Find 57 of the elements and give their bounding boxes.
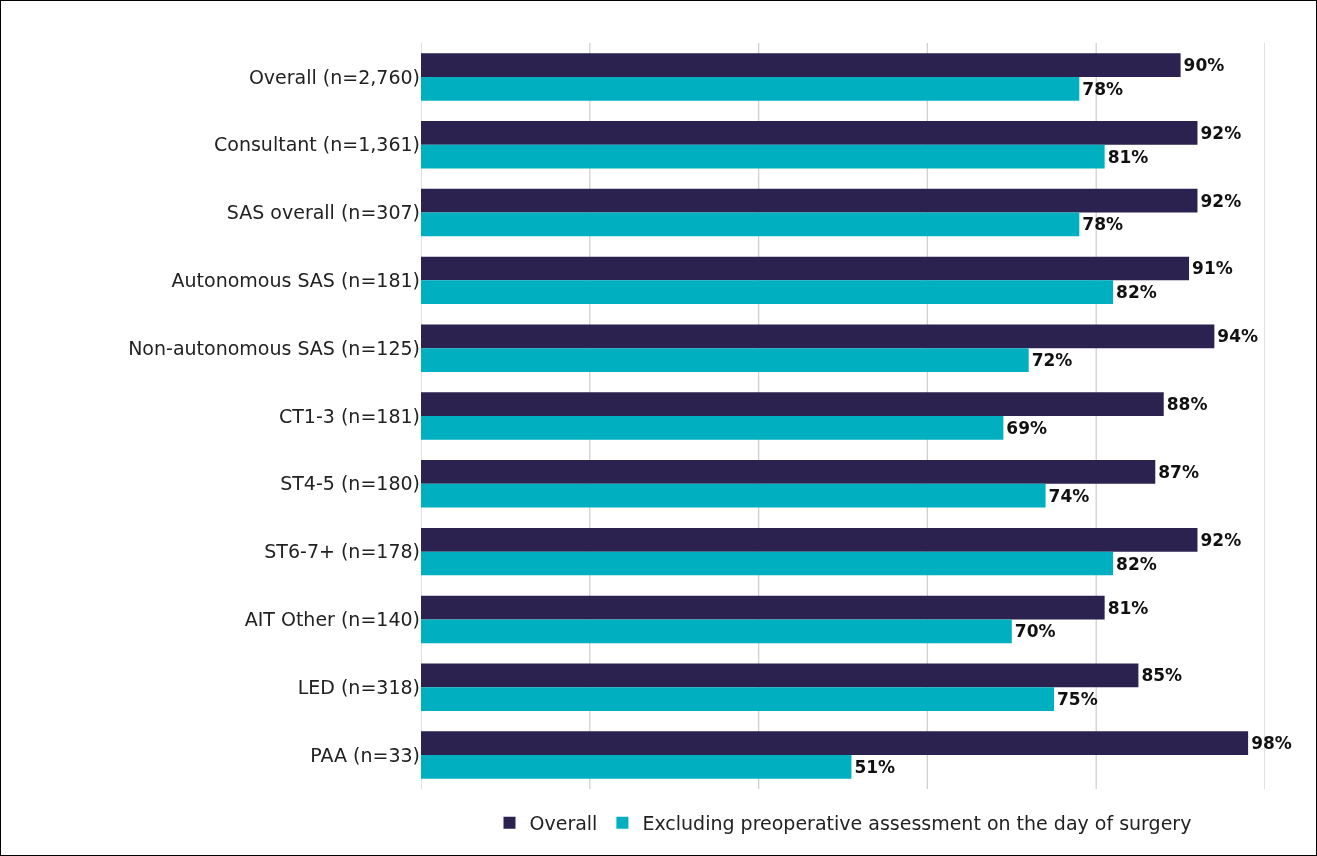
- data-label: 85%: [1141, 665, 1183, 686]
- data-label: 75%: [1057, 689, 1098, 710]
- y-tick-label: SAS overall (n=307): [226, 201, 420, 224]
- bar: [421, 755, 852, 779]
- data-label: 88%: [1166, 394, 1208, 415]
- y-tick-label: AIT Other (n=140): [244, 608, 420, 631]
- data-label: 78%: [1082, 214, 1124, 235]
- bar: [421, 595, 1105, 620]
- data-label: 81%: [1107, 597, 1149, 618]
- data-label: 69%: [1006, 417, 1048, 438]
- data-label: 92%: [1200, 122, 1242, 143]
- data-label: 92%: [1200, 190, 1242, 211]
- y-tick-label: Consultant (n=1,361): [214, 133, 420, 156]
- y-tick-label: Overall (n=2,760): [248, 65, 420, 88]
- bar: [421, 416, 1004, 440]
- bar: [421, 212, 1080, 237]
- data-label: 82%: [1116, 553, 1157, 574]
- data-label: 81%: [1107, 146, 1149, 167]
- bar: [421, 619, 1012, 644]
- bar: [421, 256, 1190, 281]
- bar: [421, 120, 1198, 145]
- y-tick-label: PAA (n=33): [310, 743, 420, 766]
- bar: [421, 731, 1249, 756]
- data-label: 92%: [1200, 529, 1242, 550]
- data-label: 91%: [1192, 258, 1233, 279]
- data-label: 72%: [1031, 350, 1073, 371]
- bar: [421, 280, 1114, 305]
- bar: [421, 551, 1114, 576]
- bar: [421, 483, 1046, 508]
- y-tick-label: CT1-3 (n=181): [279, 404, 420, 427]
- y-tick-label: ST4-5 (n=180): [280, 472, 420, 495]
- legend-label: Excluding preoperative assessment on the day of surgery: [642, 812, 1192, 835]
- bar: [421, 460, 1156, 484]
- data-label: 87%: [1158, 461, 1199, 482]
- data-label: 70%: [1014, 621, 1056, 642]
- bar: [421, 53, 1181, 77]
- bar: [421, 392, 1164, 416]
- data-label: 98%: [1251, 733, 1292, 754]
- bar: [421, 527, 1198, 552]
- data-label: 94%: [1217, 326, 1259, 347]
- data-label: 78%: [1082, 78, 1124, 99]
- bar: [421, 663, 1139, 688]
- bar: [421, 76, 1080, 101]
- y-tick-label: Non-autonomous SAS (n=125): [128, 336, 420, 359]
- bar: [421, 144, 1105, 169]
- bar: [421, 324, 1215, 349]
- bar: [421, 348, 1029, 372]
- data-label: 74%: [1048, 485, 1090, 506]
- legend-label: Overall: [529, 812, 598, 835]
- bar: [421, 188, 1198, 213]
- data-label: 90%: [1183, 55, 1225, 76]
- y-tick-label: Autonomous SAS (n=181): [171, 269, 420, 292]
- y-tick-label: LED (n=318): [297, 675, 420, 698]
- data-label: 51%: [854, 756, 896, 777]
- data-label: 82%: [1116, 282, 1157, 303]
- y-tick-label: ST6-7+ (n=178): [264, 540, 420, 563]
- bar: [421, 687, 1054, 712]
